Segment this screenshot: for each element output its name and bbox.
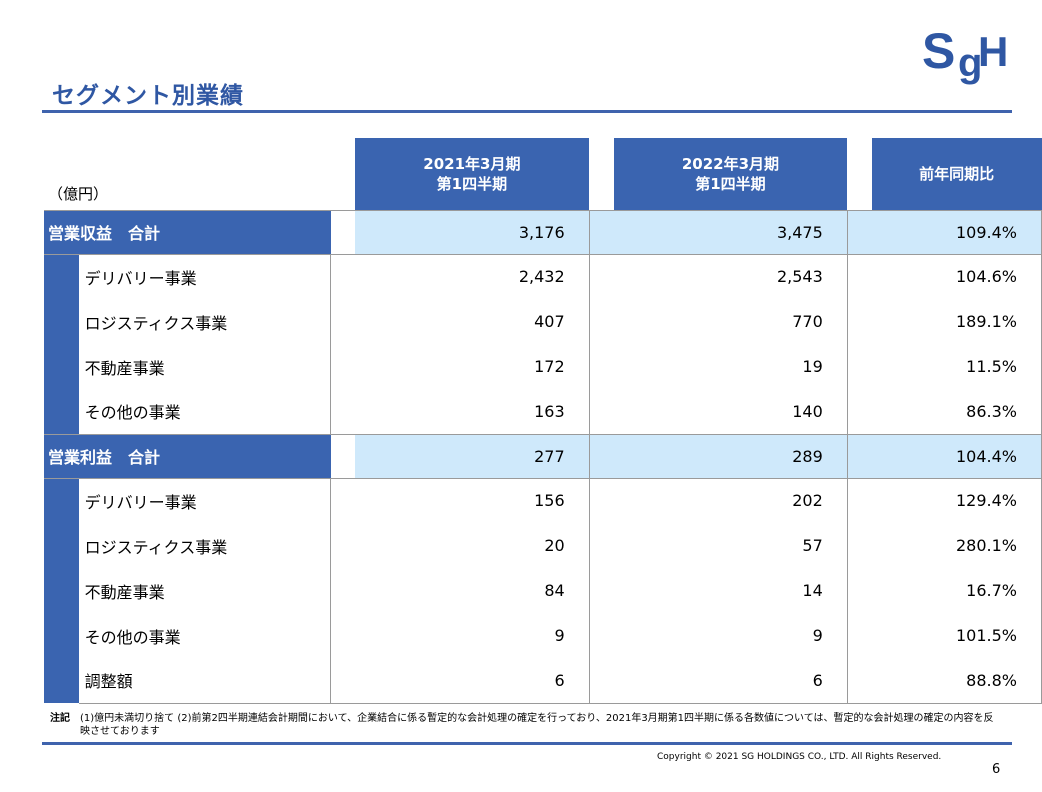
segment-row: 不動産事業 172 19 11.5% <box>44 344 1042 389</box>
segment-value: 2,543 <box>613 254 848 299</box>
segment-label: デリバリー事業 <box>78 254 332 299</box>
segment-row: その他の事業 163 140 86.3% <box>44 389 1042 435</box>
segment-value: 57 <box>613 523 848 568</box>
segment-value: 11.5% <box>871 344 1042 389</box>
column-header: 2021年3月期 第1四半期 <box>354 138 590 210</box>
group-total-row: 営業収益 合計 3,176 3,475 109.4% <box>44 209 1042 255</box>
notes-text: (1)億円未満切り捨て (2)前第2四半期連結会計期間において、企業結合に係る暫… <box>80 713 994 737</box>
segment-label: その他の事業 <box>78 613 332 658</box>
segment-value: 202 <box>613 478 848 523</box>
segment-row: ロジスティクス事業 407 770 189.1% <box>44 299 1042 344</box>
segment-value: 19 <box>613 344 848 389</box>
segment-value: 156 <box>354 478 590 523</box>
segment-value: 20 <box>354 523 590 568</box>
svg-text:g: g <box>958 41 982 85</box>
segment-row: デリバリー事業 156 202 129.4% <box>44 478 1042 523</box>
group-label: 営業利益 合計 <box>44 433 331 479</box>
segment-table: 2021年3月期 第1四半期 2022年3月期 第1四半期 前年同期比 営業収益… <box>44 138 1042 704</box>
segment-value: 172 <box>354 344 590 389</box>
segment-value: 9 <box>613 613 848 658</box>
notes: 注記 (1)億円未満切り捨て (2)前第2四半期連結会計期間において、企業結合に係… <box>50 712 1010 738</box>
segment-value: 2,432 <box>354 254 590 299</box>
footer-divider <box>42 742 1012 745</box>
segment-value: 16.7% <box>871 568 1042 613</box>
segment-value: 163 <box>354 389 590 435</box>
group-value: 104.4% <box>871 433 1042 479</box>
svg-text:S: S <box>922 23 955 79</box>
segment-label: デリバリー事業 <box>78 478 332 523</box>
segment-label: ロジスティクス事業 <box>78 523 332 568</box>
segment-label: ロジスティクス事業 <box>78 299 332 344</box>
segment-label: 調整額 <box>78 658 332 704</box>
group-value: 109.4% <box>871 209 1042 255</box>
segment-label: 不動産事業 <box>78 568 332 613</box>
svg-text:H: H <box>978 28 1008 75</box>
segment-value: 14 <box>613 568 848 613</box>
column-header: 2022年3月期 第1四半期 <box>613 138 848 210</box>
segment-label: 不動産事業 <box>78 344 332 389</box>
segment-value: 6 <box>354 658 590 704</box>
segment-row: その他の事業 9 9 101.5% <box>44 613 1042 658</box>
notes-label: 注記 <box>50 713 70 724</box>
segment-row: デリバリー事業 2,432 2,543 104.6% <box>44 254 1042 299</box>
unit-label: （億円） <box>48 185 109 203</box>
column-header: 前年同期比 <box>871 138 1042 210</box>
group-value: 277 <box>354 433 590 479</box>
segment-row: 調整額 6 6 88.8% <box>44 658 1042 704</box>
segment-row: 不動産事業 84 14 16.7% <box>44 568 1042 613</box>
segment-value: 101.5% <box>871 613 1042 658</box>
segment-row: ロジスティクス事業 20 57 280.1% <box>44 523 1042 568</box>
segment-value: 407 <box>354 299 590 344</box>
segment-value: 9 <box>354 613 590 658</box>
title-divider <box>42 110 1012 113</box>
segment-value: 129.4% <box>871 478 1042 523</box>
segment-value: 189.1% <box>871 299 1042 344</box>
copyright: Copyright © 2021 SG HOLDINGS CO., LTD. A… <box>657 752 942 762</box>
segment-value: 280.1% <box>871 523 1042 568</box>
group-total-row: 営業利益 合計 277 289 104.4% <box>44 433 1042 479</box>
page-number: 6 <box>992 762 1001 777</box>
group-value: 289 <box>613 433 848 479</box>
segment-value: 86.3% <box>871 389 1042 435</box>
segment-value: 84 <box>354 568 590 613</box>
segment-value: 770 <box>613 299 848 344</box>
segment-value: 6 <box>613 658 848 704</box>
segment-label: その他の事業 <box>78 389 332 435</box>
page-title: セグメント別業績 <box>52 83 244 109</box>
group-value: 3,176 <box>354 209 590 255</box>
segment-value: 88.8% <box>871 658 1042 704</box>
group-value: 3,475 <box>613 209 848 255</box>
segment-value: 140 <box>613 389 848 435</box>
segment-value: 104.6% <box>871 254 1042 299</box>
sgh-logo-icon: S g H <box>922 23 1008 85</box>
group-label: 営業収益 合計 <box>44 209 331 255</box>
